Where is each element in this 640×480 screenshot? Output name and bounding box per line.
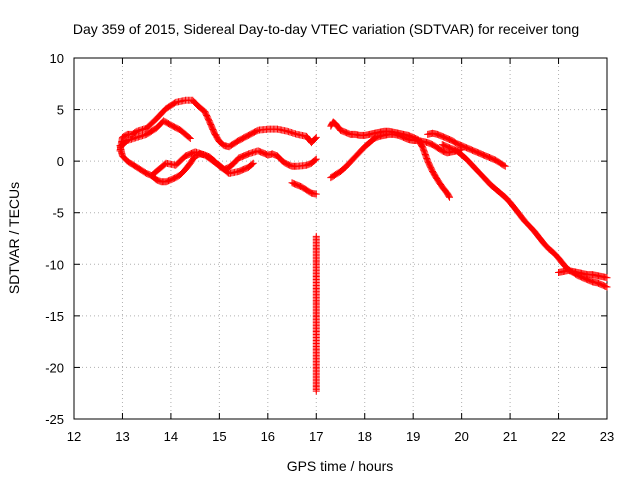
plot-frame: [73, 57, 608, 420]
data-point: [312, 387, 320, 395]
x-tick-label: 12: [67, 429, 81, 444]
series-outliers: [312, 232, 320, 395]
x-tick-label: 19: [406, 429, 420, 444]
data-point: [603, 283, 611, 291]
data-point: [311, 156, 319, 164]
data-point: [311, 134, 319, 142]
data-point: [248, 160, 256, 168]
x-axis-title: GPS time / hours: [287, 458, 394, 474]
y-tick-label: -20: [45, 360, 64, 375]
x-tick-label: 17: [309, 429, 323, 444]
series-track-h: [424, 129, 509, 170]
chart-title: Day 359 of 2015, Sidereal Day-to-day VTE…: [73, 21, 579, 37]
x-tick-label: 16: [261, 429, 275, 444]
x-tick-label: 14: [164, 429, 178, 444]
series-track-b: [117, 117, 194, 150]
series-track-g: [327, 130, 466, 182]
data-point: [446, 193, 454, 201]
y-tick-label: -10: [45, 257, 64, 272]
series-track-d: [148, 147, 320, 186]
data-points: [116, 96, 611, 395]
x-tick-label: 20: [454, 429, 468, 444]
data-point: [445, 192, 453, 200]
x-tick-label: 15: [212, 429, 226, 444]
data-point: [185, 134, 193, 142]
axis-ticks: 12 13 14 15 16 17 18 19 20 21 22 23 10 5 0 -5 -10 -15 -20 -…: [45, 51, 614, 444]
data-point: [500, 162, 508, 170]
y-tick-label: -15: [45, 309, 64, 324]
x-tick-label: 18: [357, 429, 371, 444]
x-tick-label: 21: [503, 429, 517, 444]
y-tick-label: -5: [52, 206, 64, 221]
data-point: [501, 162, 509, 170]
data-point: [186, 134, 194, 142]
data-point: [603, 274, 611, 282]
x-tick-label: 13: [115, 429, 129, 444]
data-point: [312, 155, 320, 163]
series-track-e: [288, 179, 320, 198]
data-point: [602, 282, 610, 290]
series-track-a: [116, 96, 320, 155]
data-point: [312, 133, 320, 141]
y-tick-label: -25: [45, 412, 64, 427]
y-tick-label: 5: [57, 103, 64, 118]
data-point: [249, 159, 257, 167]
x-tick-label: 23: [600, 429, 614, 444]
grid: [74, 58, 607, 419]
x-tick-label: 22: [551, 429, 565, 444]
y-tick-label: 10: [50, 51, 64, 66]
data-point: [312, 190, 320, 198]
series-track-j: [555, 266, 611, 282]
y-tick-label: 0: [57, 154, 64, 169]
y-axis-title: SDTVAR / TECUs: [6, 182, 22, 294]
